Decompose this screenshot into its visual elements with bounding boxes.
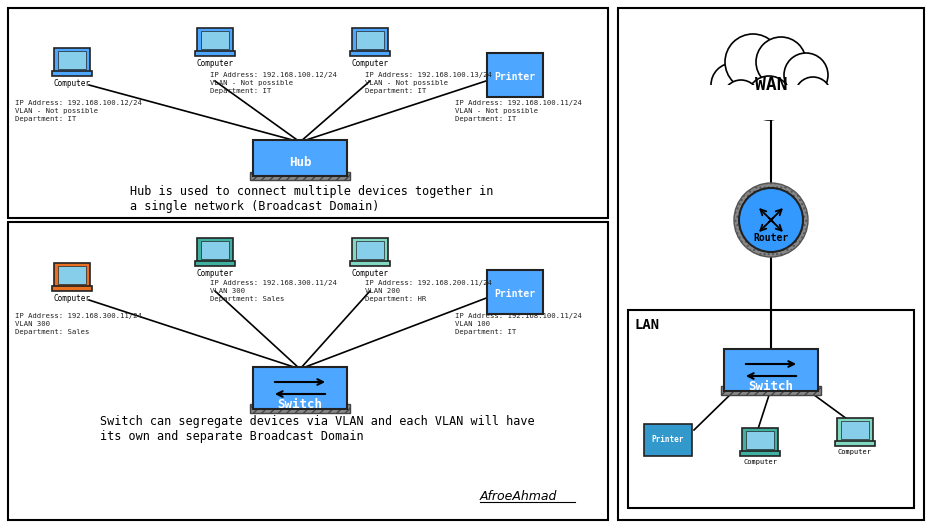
FancyBboxPatch shape [250,404,350,413]
Text: IP Address: 192.168.100.11/24
VLAN - Not possible
Department: IT: IP Address: 192.168.100.11/24 VLAN - Not… [455,100,582,122]
FancyBboxPatch shape [350,51,390,56]
Text: Computer: Computer [351,269,389,278]
FancyBboxPatch shape [841,421,869,439]
FancyBboxPatch shape [52,286,92,291]
Text: Printer: Printer [495,72,536,82]
FancyBboxPatch shape [54,263,90,287]
FancyBboxPatch shape [487,53,543,97]
Text: Computer: Computer [743,459,777,465]
FancyBboxPatch shape [350,261,390,266]
Text: Computer: Computer [197,59,234,68]
FancyBboxPatch shape [253,140,347,176]
FancyBboxPatch shape [250,172,350,180]
FancyBboxPatch shape [253,367,347,409]
Circle shape [725,34,781,90]
FancyBboxPatch shape [724,349,818,391]
Text: IP Address: 192.168.300.11/24
VLAN 300
Department: Sales: IP Address: 192.168.300.11/24 VLAN 300 D… [210,280,336,302]
FancyBboxPatch shape [195,261,235,266]
Text: Computer: Computer [53,294,90,303]
FancyBboxPatch shape [746,431,774,449]
Circle shape [734,183,808,257]
Text: Hub is used to connect multiple devices together in
a single network (Broadcast : Hub is used to connect multiple devices … [130,185,493,213]
FancyBboxPatch shape [352,28,388,52]
Text: Switch can segregate devices via VLAN and each VLAN will have
its own and separa: Switch can segregate devices via VLAN an… [100,415,535,443]
Text: Hub: Hub [289,156,311,168]
Text: WAN: WAN [755,76,788,94]
FancyBboxPatch shape [58,51,86,69]
Text: Switch: Switch [748,380,793,392]
FancyBboxPatch shape [487,270,543,314]
Text: Switch: Switch [278,398,322,410]
FancyBboxPatch shape [8,8,608,218]
Text: Computer: Computer [197,269,234,278]
FancyBboxPatch shape [201,241,229,259]
Text: IP Address: 192.168.300.11/24
VLAN 300
Department: Sales: IP Address: 192.168.300.11/24 VLAN 300 D… [15,313,142,335]
FancyBboxPatch shape [356,31,384,49]
FancyBboxPatch shape [52,71,92,76]
FancyBboxPatch shape [740,451,780,456]
FancyBboxPatch shape [742,428,778,452]
FancyBboxPatch shape [201,31,229,49]
Text: Router: Router [753,233,788,243]
Circle shape [711,63,755,107]
Circle shape [739,188,803,252]
FancyBboxPatch shape [54,48,90,72]
FancyBboxPatch shape [835,441,875,446]
Circle shape [723,80,759,116]
Circle shape [756,37,806,87]
Circle shape [747,76,791,120]
FancyBboxPatch shape [356,241,384,259]
FancyBboxPatch shape [8,222,608,520]
FancyBboxPatch shape [195,51,235,56]
FancyBboxPatch shape [644,424,692,456]
Text: IP Address: 192.168.100.12/24
VLAN - Not possible
Department: IT: IP Address: 192.168.100.12/24 VLAN - Not… [210,72,336,94]
FancyBboxPatch shape [721,386,821,395]
Text: IP Address: 192.168.100.13/24
VLAN - Not possible
Department: IT: IP Address: 192.168.100.13/24 VLAN - Not… [365,72,492,94]
FancyBboxPatch shape [197,238,233,262]
FancyBboxPatch shape [837,418,873,442]
Text: Computer: Computer [53,79,90,88]
FancyBboxPatch shape [197,28,233,52]
Text: LAN: LAN [635,318,660,332]
Text: AfroeAhmad: AfroeAhmad [480,490,557,503]
Circle shape [784,53,828,97]
Text: IP Address: 192.168.200.11/24
VLAN 200
Department: HR: IP Address: 192.168.200.11/24 VLAN 200 D… [365,280,492,302]
FancyBboxPatch shape [58,266,86,284]
FancyBboxPatch shape [618,8,924,520]
Text: Printer: Printer [495,289,536,299]
Circle shape [795,77,831,113]
FancyBboxPatch shape [709,85,833,120]
FancyBboxPatch shape [352,238,388,262]
Text: IP Address: 192.168.100.11/24
VLAN 100
Department: IT: IP Address: 192.168.100.11/24 VLAN 100 D… [455,313,582,335]
Text: Computer: Computer [838,449,872,455]
FancyBboxPatch shape [628,310,914,508]
Text: Computer: Computer [351,59,389,68]
Text: Printer: Printer [651,436,684,445]
Text: IP Address: 192.168.100.12/24
VLAN - Not possible
Department: IT: IP Address: 192.168.100.12/24 VLAN - Not… [15,100,142,122]
